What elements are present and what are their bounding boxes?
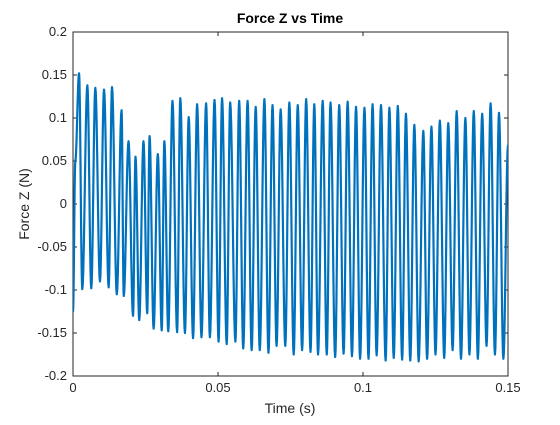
- x-tick-label: 0.1: [354, 380, 372, 395]
- series-line: [73, 72, 508, 363]
- x-axis-label: Time (s): [265, 400, 316, 416]
- y-tick-label: 0.1: [49, 110, 67, 125]
- y-tick-label: -0.1: [45, 282, 67, 297]
- chart-title: Force Z vs Time: [237, 10, 344, 26]
- y-tick-label: 0.15: [42, 67, 67, 82]
- y-tick-label: -0.15: [37, 325, 67, 340]
- series-layer: [73, 72, 508, 363]
- y-tick-label: 0.2: [49, 24, 67, 39]
- y-axis-label: Force Z (N): [16, 168, 32, 240]
- x-tick-label: 0.05: [205, 380, 230, 395]
- y-tick-label: 0.05: [42, 153, 67, 168]
- y-tick-label: 0: [60, 196, 67, 211]
- y-tick-label: -0.2: [45, 368, 67, 383]
- x-tick-label: 0.15: [495, 380, 520, 395]
- axis-ticks: 0 0.05 0.1 0.15 -0.2 -0.15 -0.1 -0.05 0 0.05 0.1 0.…: [37, 24, 520, 395]
- y-tick-label: -0.05: [37, 239, 67, 254]
- x-tick-label: 0: [69, 380, 76, 395]
